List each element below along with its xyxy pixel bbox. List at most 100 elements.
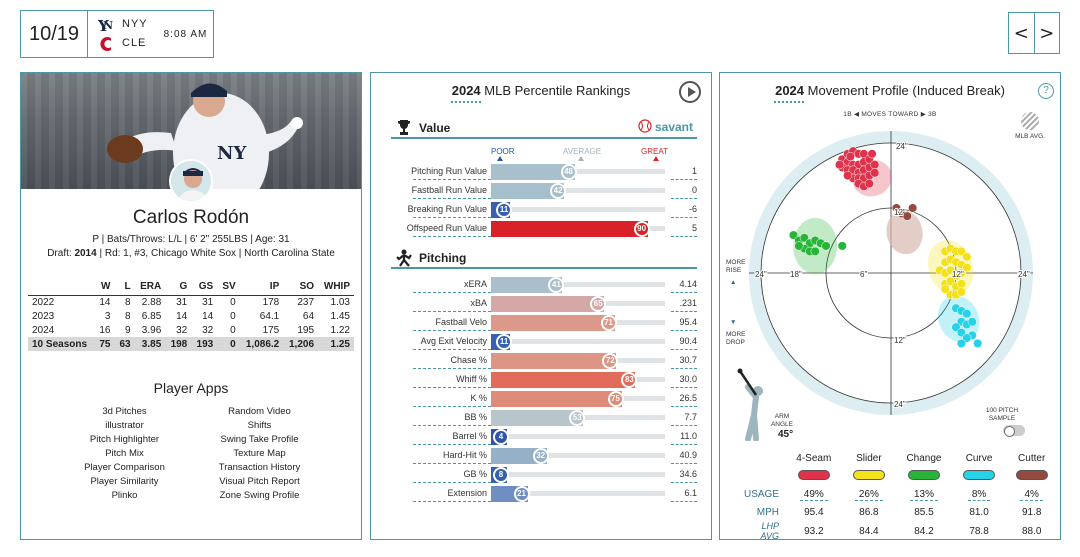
pitch-dot[interactable]: [902, 211, 912, 221]
stats-cell: 2.88: [141, 296, 162, 308]
pitch-dot[interactable]: [962, 309, 972, 319]
savant-link[interactable]: savant: [638, 119, 693, 134]
pitch-dot[interactable]: [962, 333, 972, 343]
movement-year[interactable]: 2024: [775, 83, 805, 98]
player-app-link[interactable]: Pitch Mix: [105, 448, 144, 459]
metric-label: GB %: [463, 469, 487, 479]
prev-game-button[interactable]: <: [1009, 13, 1035, 53]
percentile-row[interactable]: Hard-Hit % 32 40.9: [371, 447, 711, 465]
pitch-dot[interactable]: [794, 241, 804, 251]
player-app-link[interactable]: 3d Pitches: [102, 406, 147, 417]
pitch-dot[interactable]: [962, 252, 972, 262]
year-underline: [774, 101, 804, 103]
pitch-dot[interactable]: [870, 160, 880, 170]
pitch-dot[interactable]: [956, 338, 966, 348]
pitch-dot[interactable]: [951, 322, 961, 332]
percentile-row[interactable]: GB % 8 34.6: [371, 466, 711, 484]
pitch-dot[interactable]: [956, 328, 966, 338]
pitch-type-name[interactable]: Slider: [856, 452, 882, 464]
player-app-link[interactable]: Swing Take Profile: [220, 434, 299, 445]
percentile-row[interactable]: Breaking Run Value 11 -6: [371, 201, 711, 219]
pitch-dot[interactable]: [788, 230, 799, 240]
next-game-button[interactable]: >: [1034, 13, 1059, 53]
pitch-sample-toggle[interactable]: [1003, 425, 1025, 437]
pitch-dot[interactable]: [810, 246, 820, 256]
player-app-link[interactable]: Transaction History: [218, 462, 301, 473]
pitch-dot[interactable]: [821, 241, 831, 251]
pitch-dot[interactable]: [834, 160, 845, 170]
pitch-color-swatch[interactable]: [1015, 469, 1048, 480]
pitch-color-swatch[interactable]: [797, 469, 830, 480]
pitch-dot[interactable]: [956, 246, 966, 256]
pitch-color-swatch[interactable]: [963, 469, 996, 480]
pitch-dot[interactable]: [891, 203, 901, 213]
pitch-mph-row: MPH 95.4 86.8 85.5 81.0 91.8: [744, 503, 1058, 521]
percentile-row[interactable]: Fastball Run Value 42 0: [371, 182, 711, 200]
percentile-badge: 8: [493, 467, 509, 483]
pitch-dot[interactable]: [956, 287, 966, 297]
percentile-row[interactable]: Chase % 72 30.7: [371, 352, 711, 370]
pitch-dot[interactable]: [967, 317, 977, 327]
pitch-dot[interactable]: [962, 263, 972, 273]
pitch-dot[interactable]: [799, 233, 809, 243]
label-underline: [413, 349, 491, 350]
pitch-dot[interactable]: [946, 265, 956, 275]
pitch-type-name[interactable]: Curve: [965, 452, 993, 464]
pitch-color-swatch[interactable]: [907, 469, 940, 480]
pitch-dot[interactable]: [940, 284, 950, 294]
percentile-row[interactable]: BB % 53 7.7: [371, 409, 711, 427]
ring-label: 24": [755, 270, 767, 279]
pitching-section-header: Pitching: [391, 249, 697, 269]
player-app-link[interactable]: Zone Swing Profile: [219, 490, 300, 501]
pitch-dot[interactable]: [870, 168, 880, 178]
player-app-link[interactable]: Player Comparison: [84, 462, 165, 473]
player-app-link[interactable]: Player Similarity: [90, 476, 159, 487]
percentile-row[interactable]: Offspeed Run Value 90 5: [371, 220, 711, 238]
stats-cell: 2024: [32, 324, 55, 336]
player-app-link[interactable]: Shifts: [247, 420, 272, 431]
pitch-dot[interactable]: [845, 151, 855, 162]
player-app-link[interactable]: illustrator: [105, 420, 144, 431]
ring-label: 24": [896, 142, 908, 151]
pitch-dot[interactable]: [843, 170, 853, 181]
help-icon[interactable]: ?: [1038, 83, 1054, 99]
pitch-dot[interactable]: [867, 149, 877, 159]
stats-header: SV: [217, 279, 240, 296]
percentile-row[interactable]: K % 75 26.5: [371, 390, 711, 408]
pitch-type-name[interactable]: 4-Seam: [796, 452, 832, 464]
pitch-dot[interactable]: [946, 276, 956, 286]
player-app-link[interactable]: Visual Pitch Report: [219, 476, 300, 487]
percentile-row[interactable]: xBA 65 .231: [371, 295, 711, 313]
percentile-row[interactable]: Extension 21 6.1: [371, 485, 711, 503]
pitch-type-name[interactable]: Cutter: [1018, 452, 1046, 464]
pitch-dot[interactable]: [864, 179, 874, 189]
metric-label: Offspeed Run Value: [406, 223, 487, 233]
percentile-row[interactable]: xERA 41 4.14: [371, 276, 711, 294]
label-underline: [413, 292, 491, 293]
divider: [87, 10, 88, 58]
percentile-row[interactable]: Fastball Velo 71 95.4: [371, 314, 711, 332]
pitch-type-name[interactable]: Change: [906, 452, 942, 464]
player-app-link[interactable]: Plinko: [111, 490, 138, 501]
pitch-color-swatch[interactable]: [852, 469, 885, 480]
pitch-dot[interactable]: [956, 268, 966, 278]
percentile-row[interactable]: Whiff % 83 30.0: [371, 371, 711, 389]
percentile-row[interactable]: Pitching Run Value 48 1: [371, 163, 711, 181]
pitch-dot[interactable]: [956, 279, 966, 289]
player-app-link[interactable]: Texture Map: [233, 448, 286, 459]
stats-cell: 1,206: [283, 337, 319, 351]
pitch-dot[interactable]: [973, 338, 983, 348]
player-app-link[interactable]: Pitch Highlighter: [89, 434, 160, 445]
play-icon[interactable]: [679, 81, 701, 103]
percentile-row[interactable]: Barrel % 4 11.0: [371, 428, 711, 446]
percentile-row[interactable]: Avg Exit Velocity 11 90.4: [371, 333, 711, 351]
pitch-dot[interactable]: [908, 203, 918, 213]
percentile-badge: 53: [569, 410, 586, 426]
pitch-dot[interactable]: [837, 241, 847, 251]
player-app-link[interactable]: Random Video: [228, 406, 291, 417]
label-underline: [413, 387, 491, 388]
label-underline: [413, 463, 491, 464]
percentile-year[interactable]: 2024: [451, 83, 481, 98]
stats-cell: 64: [302, 310, 315, 322]
